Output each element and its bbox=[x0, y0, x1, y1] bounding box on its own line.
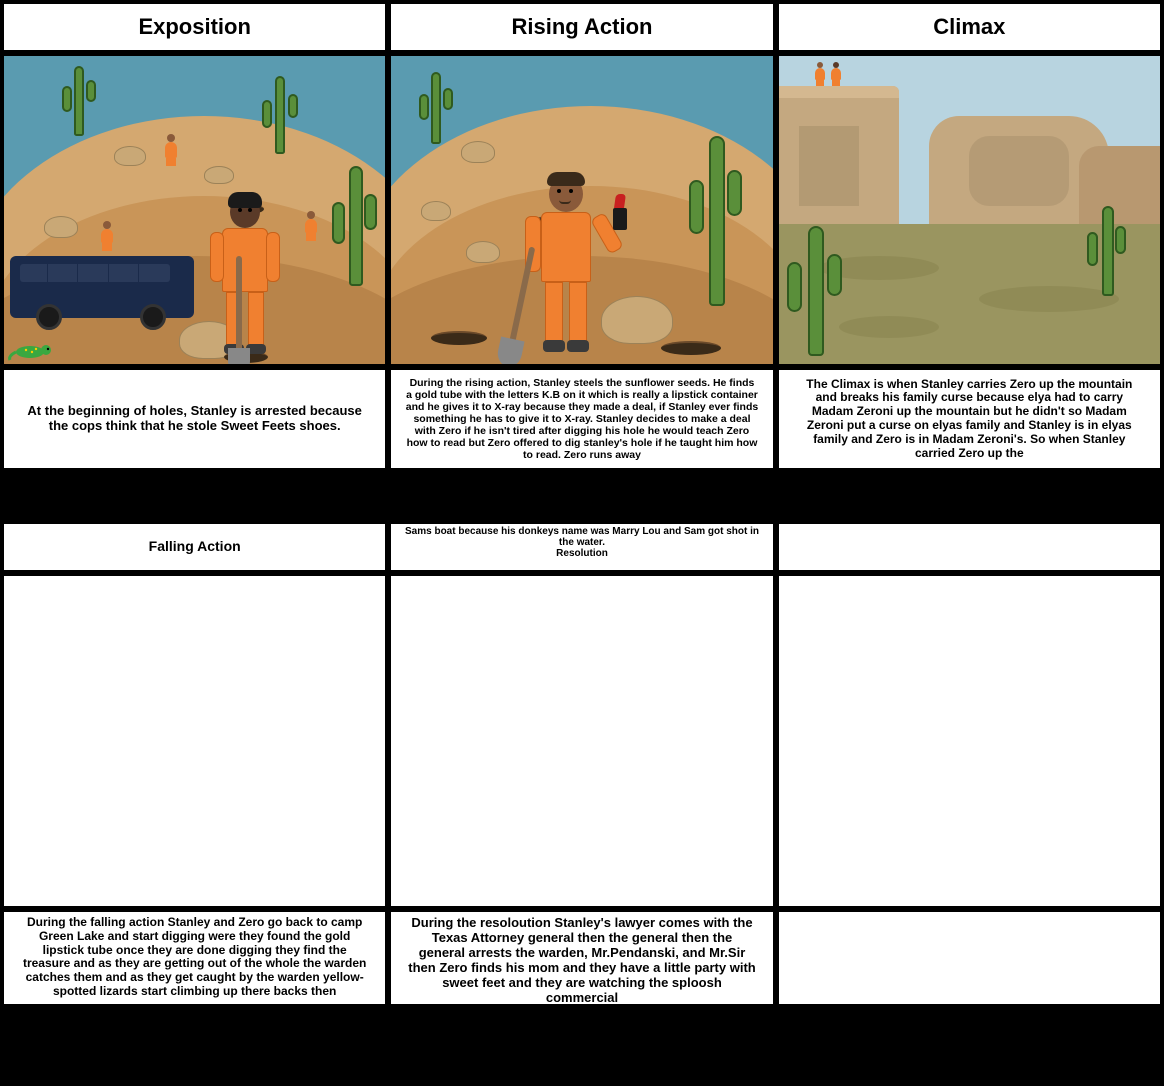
lipstick-icon bbox=[613, 194, 627, 230]
scene-rising-action bbox=[391, 56, 772, 364]
text-empty bbox=[779, 912, 1160, 1004]
lizard-icon bbox=[8, 338, 56, 364]
text-rising-action: During the rising action, Stanley steels… bbox=[391, 370, 772, 468]
storyboard-grid: Exposition Rising Action Climax bbox=[0, 0, 1164, 472]
title-falling-action: Falling Action bbox=[4, 524, 385, 570]
distant-inmate-icon bbox=[164, 134, 178, 166]
scene-falling-action bbox=[4, 576, 385, 906]
title-rising-action: Rising Action bbox=[391, 4, 772, 50]
shovel-icon bbox=[236, 256, 242, 356]
mesa-icon bbox=[779, 86, 899, 226]
text-falling-action: During the falling action Stanley and Ze… bbox=[4, 912, 385, 1004]
title-resolution: Sams boat because his donkeys name was M… bbox=[391, 524, 772, 570]
stanley-character-icon bbox=[214, 196, 274, 356]
stanley-character-icon bbox=[531, 176, 601, 356]
scene-climax bbox=[779, 56, 1160, 364]
bus-icon bbox=[10, 256, 194, 318]
text-exposition: At the beginning of holes, Stanley is ar… bbox=[4, 370, 385, 468]
text-resolution: During the resoloution Stanley's lawyer … bbox=[391, 912, 772, 1004]
text-climax: The Climax is when Stanley carries Zero … bbox=[779, 370, 1160, 468]
row-spacer bbox=[0, 472, 1164, 520]
title-climax: Climax bbox=[779, 4, 1160, 50]
scene-empty bbox=[779, 576, 1160, 906]
storyboard-grid-2: Falling Action Sams boat because his don… bbox=[0, 520, 1164, 1008]
scene-exposition bbox=[4, 56, 385, 364]
zero-tiny-icon bbox=[831, 62, 841, 86]
title-exposition: Exposition bbox=[4, 4, 385, 50]
stanley-tiny-icon bbox=[815, 62, 825, 86]
title-empty bbox=[779, 524, 1160, 570]
scene-resolution bbox=[391, 576, 772, 906]
